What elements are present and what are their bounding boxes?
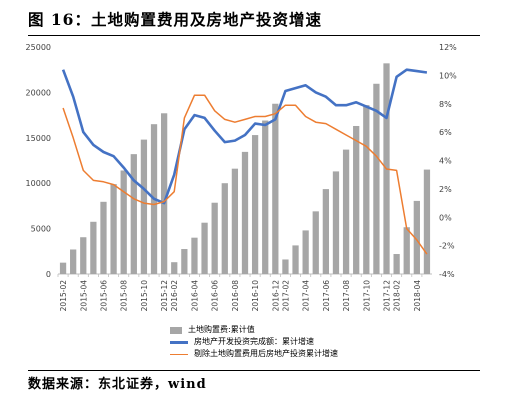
bar <box>282 259 289 274</box>
y-left-tick-label: 20000 <box>26 88 51 97</box>
bar <box>59 262 67 274</box>
legend-label-ex-land: 剔除土地购置费用后房地产投资累计增速 <box>194 349 338 358</box>
bar <box>363 105 370 274</box>
x-tick-label: 2016-04 <box>190 280 199 312</box>
bar <box>110 184 117 274</box>
x-tick-label: 2016-06 <box>211 280 220 312</box>
x-tick-label: 2016-08 <box>231 280 240 312</box>
legend-swatch-ex-land <box>170 353 188 355</box>
line-ex-land-growth <box>62 94 428 255</box>
bar <box>322 189 329 274</box>
y-right-tick-label: -2% <box>439 242 455 251</box>
legend-label-bar: 土地购置费:累计值 <box>188 325 255 334</box>
y-right-tick-label: 4% <box>439 157 452 166</box>
bar <box>251 135 259 274</box>
bar <box>403 227 410 274</box>
y-left-tick-label: 5000 <box>31 225 51 234</box>
x-tick-label: 2017-12 <box>383 280 392 312</box>
y-right-tick-labels: -4% -2% 0% 2% 4% 6% 8% 10% 12% <box>439 43 457 279</box>
source-rule <box>28 370 480 371</box>
bar <box>262 120 269 274</box>
line-investment-growth <box>61 68 428 205</box>
x-tick-label: 2017-04 <box>302 280 311 312</box>
y-right-tick-label: 0% <box>439 213 452 222</box>
figure-title: 图 16：土地购置费用及房地产投资增速 <box>28 10 322 29</box>
bar <box>120 170 127 274</box>
bar <box>140 139 148 274</box>
bar <box>90 221 97 274</box>
bar <box>302 230 309 274</box>
legend-item-investment: 房地产开发投资完成额：累计增速 <box>170 336 338 348</box>
legend-swatch-bar <box>170 326 182 334</box>
bar <box>191 237 198 274</box>
y-left-tick-labels: 0 5000 10000 15000 20000 25000 <box>26 43 51 279</box>
bar <box>221 183 228 274</box>
y-left-tick-label: 25000 <box>26 43 51 52</box>
y-right-tick-label: 12% <box>439 43 457 52</box>
legend-swatch-investment <box>170 340 188 344</box>
x-tick-label: 2015-04 <box>79 280 88 312</box>
bar <box>161 113 168 274</box>
title-rule <box>28 35 480 36</box>
bar <box>171 262 178 274</box>
x-tick-label: 2015-10 <box>140 280 149 312</box>
bar <box>231 168 239 274</box>
legend: 土地购置费:累计值 房地产开发投资完成额：累计增速 剔除土地购置费用后房地产投资… <box>170 324 338 360</box>
chart-svg: 0 5000 10000 15000 20000 25000 -4% -2% 0% 2% 4% 6%… <box>26 43 458 312</box>
x-tick-label: 2017-08 <box>342 280 351 312</box>
x-tick-label: 2018-02 <box>393 280 402 312</box>
bar <box>211 202 218 274</box>
x-tick-label: 2016-02 <box>170 280 179 312</box>
y-left-tick-label: 15000 <box>26 134 51 143</box>
bar <box>272 103 279 274</box>
bar <box>80 237 87 274</box>
y-right-tick-label: 10% <box>439 71 457 80</box>
bar <box>342 149 350 274</box>
x-tick-label: 2015-02 <box>59 280 68 312</box>
x-tick-label: 2017-10 <box>362 280 371 312</box>
x-tick-label: 2015-08 <box>120 280 129 312</box>
axes <box>57 273 432 277</box>
bar <box>292 245 299 274</box>
y-left-tick-label: 10000 <box>26 179 51 188</box>
x-tick-label: 2016-12 <box>271 280 280 312</box>
x-tick-label: 2016-10 <box>251 280 260 312</box>
x-tick-label: 2017-06 <box>322 280 331 312</box>
y-left-tick-label: 0 <box>46 270 51 279</box>
x-tick-label: 2017-02 <box>281 280 290 312</box>
y-right-tick-label: 6% <box>439 128 452 137</box>
y-right-tick-label: 2% <box>439 185 452 194</box>
bar <box>423 169 431 274</box>
x-tick-label: 2018-04 <box>413 280 422 312</box>
x-tick-labels: 2015-02 2015-04 2015-06 2015-08 2015-10 2015-… <box>59 280 422 312</box>
x-tick-label: 2015-06 <box>99 280 108 312</box>
x-tick-label: 2015-12 <box>160 280 169 312</box>
bar <box>70 249 77 274</box>
bar <box>100 201 107 274</box>
bar <box>130 154 137 274</box>
legend-label-investment: 房地产开发投资完成额：累计增速 <box>194 337 314 346</box>
legend-item-ex-land: 剔除土地购置费用后房地产投资累计增速 <box>170 348 338 360</box>
y-right-tick-label: -4% <box>439 270 455 279</box>
line-series <box>61 68 428 255</box>
bar <box>353 125 360 274</box>
bar <box>373 83 380 274</box>
figure-source: 数据来源：东北证券，wind <box>28 377 207 392</box>
bar <box>241 151 249 274</box>
y-right-tick-label: 8% <box>439 100 452 109</box>
legend-item-bar: 土地购置费:累计值 <box>170 324 338 336</box>
bar-series <box>59 63 431 275</box>
bar <box>332 171 340 274</box>
bar <box>181 249 188 274</box>
bar <box>393 254 400 274</box>
bar <box>201 222 208 274</box>
bar <box>413 200 420 274</box>
bar <box>312 211 319 274</box>
